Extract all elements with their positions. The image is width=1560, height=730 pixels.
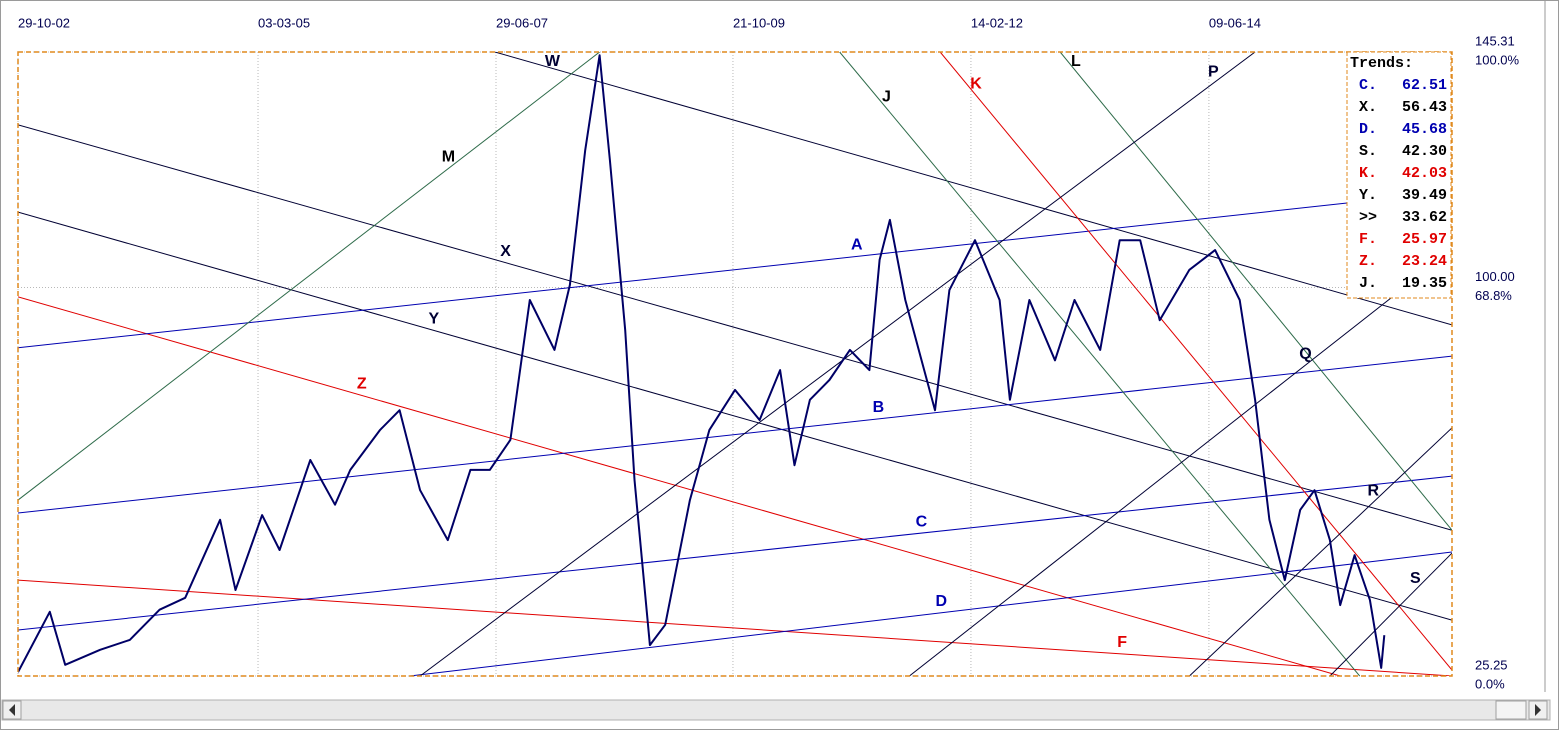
trend-label: B: [873, 399, 885, 416]
trend-line: [18, 355, 1452, 514]
trend-line: [839, 52, 1361, 676]
legend-name: Z.: [1359, 253, 1377, 270]
legend-value: 62.51: [1402, 77, 1447, 94]
trend-label: A: [851, 237, 863, 254]
y-tick-percent: 100.0%: [1475, 52, 1520, 67]
x-tick-label: 09-06-14: [1209, 15, 1261, 30]
legend-name: X.: [1359, 99, 1377, 116]
legend-value: 45.68: [1402, 121, 1447, 138]
trend-label: J: [882, 88, 891, 105]
x-tick-label: 21-10-09: [733, 15, 785, 30]
trend-label: Y: [429, 311, 440, 328]
trend-line: [939, 52, 1452, 671]
y-tick-label: 145.31: [1475, 33, 1515, 48]
legend-name: C.: [1359, 77, 1377, 94]
legend-value: 42.03: [1402, 165, 1447, 182]
scroll-thumb[interactable]: [1495, 700, 1527, 720]
y-tick-percent: 68.8%: [1475, 288, 1512, 303]
x-tick-label: 29-06-07: [496, 15, 548, 30]
legend-name: F.: [1359, 231, 1377, 248]
plot-frame: [17, 51, 1453, 677]
trend-label: C: [916, 513, 928, 530]
trend-label: X: [500, 243, 511, 260]
y-tick-percent: 0.0%: [1475, 676, 1505, 691]
x-tick-label: 03-03-05: [258, 15, 310, 30]
legend-value: 42.30: [1402, 143, 1447, 160]
trend-label: L: [1071, 53, 1081, 70]
trend-line: [909, 249, 1452, 676]
trend-line: [409, 551, 1452, 676]
trend-line: [419, 52, 1256, 676]
trend-line: [18, 296, 1341, 676]
legend-name: Y.: [1359, 187, 1377, 204]
trend-line: [18, 202, 1350, 349]
legend-name: K.: [1359, 165, 1377, 182]
trend-line: [18, 475, 1452, 631]
legend-title: Trends:: [1350, 55, 1413, 72]
trend-label: K: [970, 75, 982, 92]
legend-value: 56.43: [1402, 99, 1447, 116]
trend-label: P: [1208, 63, 1219, 80]
trend-line: [18, 579, 1452, 676]
y-tick-label: 100.00: [1475, 269, 1515, 284]
price-line: [18, 54, 1386, 673]
trend-label: S: [1410, 570, 1421, 587]
legend-value: 23.24: [1402, 253, 1447, 270]
legend-box: [1346, 51, 1452, 299]
trend-line: [18, 211, 1452, 621]
legend-name: S.: [1359, 143, 1377, 160]
legend-value: 25.97: [1402, 231, 1447, 248]
trend-label: Q: [1299, 345, 1311, 362]
trend-line: [1059, 52, 1452, 531]
trend-label: F: [1117, 634, 1127, 651]
legend-name: >>: [1359, 209, 1377, 226]
scroll-track[interactable]: [1, 699, 1551, 721]
scrollbar[interactable]: [1, 699, 1551, 721]
legend-value: 19.35: [1402, 275, 1447, 292]
trend-line: [1189, 427, 1452, 676]
x-tick-label: 14-02-12: [971, 15, 1023, 30]
trend-label: M: [442, 149, 455, 166]
x-tick-label: 29-10-02: [18, 15, 70, 30]
trend-label: Z: [357, 376, 367, 393]
legend-name: D.: [1359, 121, 1377, 138]
legend-value: 33.62: [1402, 209, 1447, 226]
trend-label: R: [1367, 482, 1379, 499]
trend-line: [18, 52, 600, 501]
y-tick-label: 25.25: [1475, 657, 1508, 672]
trend-label: D: [936, 593, 948, 610]
legend-value: 39.49: [1402, 187, 1447, 204]
legend-name: J.: [1359, 275, 1377, 292]
arrow-right: [1535, 704, 1541, 716]
trend-line: [1329, 552, 1452, 676]
trend-line: [18, 124, 1452, 531]
trend-label: W: [545, 53, 561, 70]
arrow-left: [9, 704, 15, 716]
trend-line: [494, 52, 1452, 326]
